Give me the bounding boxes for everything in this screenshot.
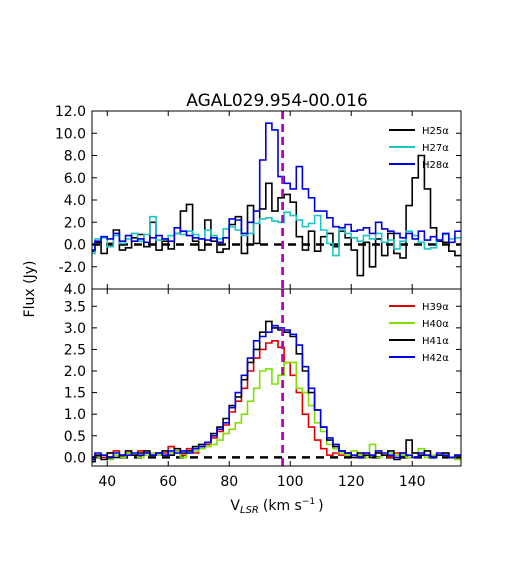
x-tick-label: 80 [220, 474, 238, 490]
y-tick-label: 10.0 [55, 126, 86, 142]
y-tick-label: 4.0 [64, 282, 86, 298]
series-h42-alpha [92, 324, 461, 461]
y-tick-label: 2.0 [64, 364, 86, 380]
bottom-panel: 0.0 0.5 1.0 1.5 2.0 2.5 3.0 3.5 40 60 80 100 120 140 H… [64, 288, 462, 490]
panel-frame [91, 288, 462, 467]
y-tick-label: 6.0 [64, 171, 86, 187]
legend-label-h40-alpha: H40α [422, 319, 449, 330]
x-axis-label: VLSR (km s−1) [230, 497, 323, 516]
x-axis-label-unit: (km s [263, 498, 302, 514]
y-tick-label: 2.5 [64, 342, 86, 358]
y-axis-label-text: Flux (Jy) [22, 261, 38, 318]
legend-label-h25-alpha: H25α [422, 126, 449, 137]
series-h39-alpha [92, 340, 461, 461]
legend-label-h28-alpha: H28α [422, 160, 449, 171]
chart-title: AGAL029.954-00.016 [186, 91, 368, 111]
series-h27-alpha [92, 211, 461, 257]
legend-label-h27-alpha: H27α [422, 143, 449, 154]
y-tick-label: 3.5 [64, 299, 86, 315]
plot-area [92, 111, 461, 289]
x-tick-label: 40 [98, 474, 116, 490]
x-tick-label: 120 [338, 474, 365, 490]
series-h25-alpha [92, 154, 461, 277]
legend-label-h39-alpha: H39α [422, 302, 449, 313]
y-tick-label: 3.0 [64, 321, 86, 337]
top-panel: 4.0 -2.0 0.0 2.0 4.0 6.0 8.0 10.0 12.0 H25α H27α H2… [55, 104, 462, 298]
y-tick-label: 0.0 [64, 238, 86, 254]
series-h40-alpha [92, 361, 461, 461]
y-tick-label: 12.0 [55, 104, 86, 120]
y-tick-label: -2.0 [59, 260, 86, 276]
x-tick-label: 100 [277, 474, 304, 490]
series-h28-alpha [92, 122, 461, 251]
y-tick-label: 8.0 [64, 149, 86, 165]
x-axis-label-main: V [230, 498, 240, 514]
x-axis-label-exponent: −1 [302, 497, 315, 507]
plot-area [92, 289, 461, 466]
y-tick-label: 0.0 [64, 450, 86, 466]
y-tick-label: 0.5 [64, 429, 86, 445]
x-axis-label-close: ) [318, 498, 323, 514]
y-tick-label: 1.5 [64, 386, 86, 402]
legend-label-h42-alpha: H42α [422, 353, 449, 364]
x-axis-label-subscript: LSR [240, 505, 259, 516]
x-tick-label: 140 [399, 474, 426, 490]
series-h41-alpha [92, 320, 461, 463]
legend-label-h41-alpha: H41α [422, 336, 449, 347]
y-tick-label: 2.0 [64, 215, 86, 231]
y-tick-label: 1.0 [64, 407, 86, 423]
y-tick-label: 4.0 [64, 193, 86, 209]
x-tick-label: 60 [159, 474, 177, 490]
panel-frame [91, 110, 462, 290]
y-axis-label: Flux (Jy) [22, 261, 38, 318]
